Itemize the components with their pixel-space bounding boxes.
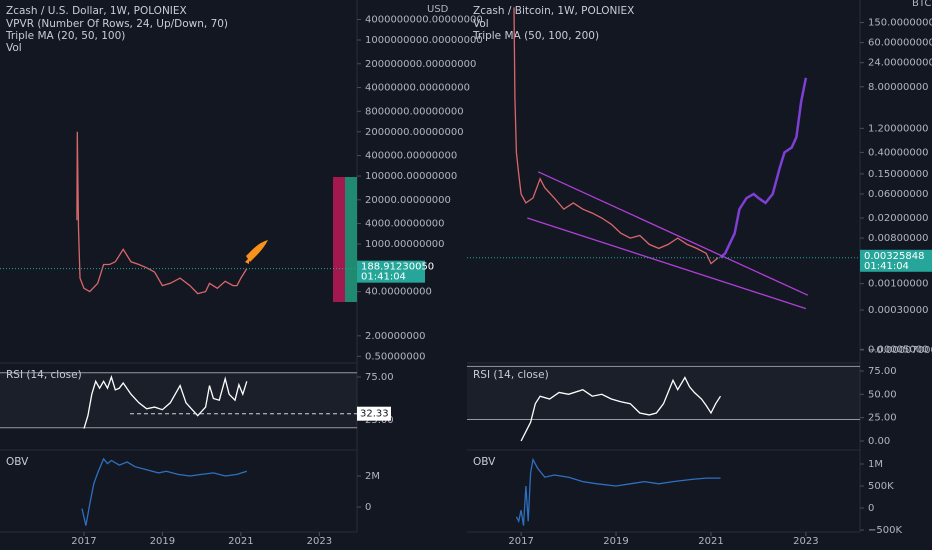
y-tick-label: 1000000000.00000000 [365,35,483,46]
series-line [81,457,247,526]
indicator-label: Triple MA (20, 50, 100) [5,30,125,42]
chart-title: RSI (14, close) [6,369,82,381]
y-tick-label: 60.00000000 [868,38,932,49]
series-line [527,217,807,310]
y-tick-label: 40000000.00000000 [365,83,470,94]
y-tick-label: 1000.00000000 [365,239,445,250]
indicator-label: Vol [6,42,22,54]
y-tick-label: 25.00 [868,413,897,424]
value-tag-label: 32.33 [360,409,389,420]
y-tick-label: 0.50000000 [365,351,425,362]
value-tag [357,406,391,421]
y-tick-label: 0.15000000 [868,169,928,180]
y-tick-label: 50.00 [868,389,897,400]
y-tick-label: 0.00800000 [868,233,928,244]
rsi-band [0,372,357,428]
series-line [83,374,248,429]
indicator-label: Vol [473,18,489,30]
x-tick-label: 2019 [603,536,628,547]
y-tick-label: 200000000.00000000 [365,59,476,70]
x-tick-label: 2023 [307,536,332,547]
price-tag-countdown: 01:41:04 [864,261,909,272]
indicator-label: Triple MA (50, 100, 200) [472,30,599,42]
y-tick-label: 0.00 [868,436,890,447]
y-tick-label: 4000000000.00000000 [365,15,483,26]
y-tick-label: 40.00000000 [365,287,432,298]
y-tick-label: 8.00000000 [868,82,928,93]
y-tick-label: 0.02000000 [868,213,928,224]
volume-profile [333,177,357,302]
y-tick-label: 0.00100000 [868,279,928,290]
x-tick-label: 2017 [508,536,533,547]
series-line [537,171,809,296]
price-tag [860,249,932,272]
y-tick-label: 0 [365,502,371,513]
y-tick-label: −500K [868,525,902,536]
x-tick-label: 2017 [71,536,96,547]
x-tick-label: 2019 [150,536,175,547]
axis-unit: BTC [912,0,931,9]
y-tick-label: 400000.00000000 [365,151,457,162]
series-line [513,7,719,265]
y-tick-label: 0.40000000 [868,147,928,158]
y-tick-label: 2.00000000 [365,331,425,342]
rsi-band [467,366,860,420]
price-tag-value: 188.91230050 [361,262,434,273]
price-tag-value: 0.00325848 [864,251,924,262]
y-tick-label: 0 [868,503,874,514]
chart-title: OBV [6,456,29,468]
series-line [76,131,248,295]
chart-title: RSI (14, close) [473,369,549,381]
y-tick-label: 75.00 [365,372,394,383]
y-tick-label: 2000000.00000000 [365,127,464,138]
indicator-label: VPVR (Number Of Rows, 24, Up/Down, 70) [6,18,228,30]
series-line [520,376,722,442]
y-tick-label: 2M [365,471,380,482]
chart-title: Zcash / Bitcoin, 1W, POLONIEX [473,5,634,17]
y-tick-label: 0.00030000 [868,305,928,316]
panel-borders [0,0,861,533]
y-tick-label: 1M [868,459,883,470]
y-tick-label: 0.00005000 [868,344,928,355]
y-tick-label: 24.00000000 [868,58,932,69]
y-tick-label: 20000.00000000 [365,195,451,206]
chart-title: Zcash / U.S. Dollar, 1W, POLONIEX [6,5,187,17]
price-tag-countdown: 01:41:04 [361,272,406,283]
y-tick-label: 8000000.00000000 [365,106,464,117]
chart-title: OBV [473,456,496,468]
x-tick-label: 2021 [698,536,723,547]
y-tick-label: 100000.00000000 [365,171,457,182]
x-tick-label: 2021 [228,536,253,547]
rocket-icon [245,240,268,264]
series-line [515,457,721,526]
y-tick-label: 0.06000000 [868,189,928,200]
y-tick-label: 1.20000000 [868,123,928,134]
axis-unit: USD [427,4,449,15]
y-tick-label: 4000.00000000 [365,219,445,230]
price-tag [357,260,425,283]
y-tick-label: 75.00 [868,366,897,377]
y-tick-label: −0.00007000 [868,345,932,356]
series-line [719,77,808,259]
y-tick-label: 500K [868,481,894,492]
x-tick-label: 2023 [793,536,818,547]
y-tick-label: 150.00000000 [868,18,932,29]
